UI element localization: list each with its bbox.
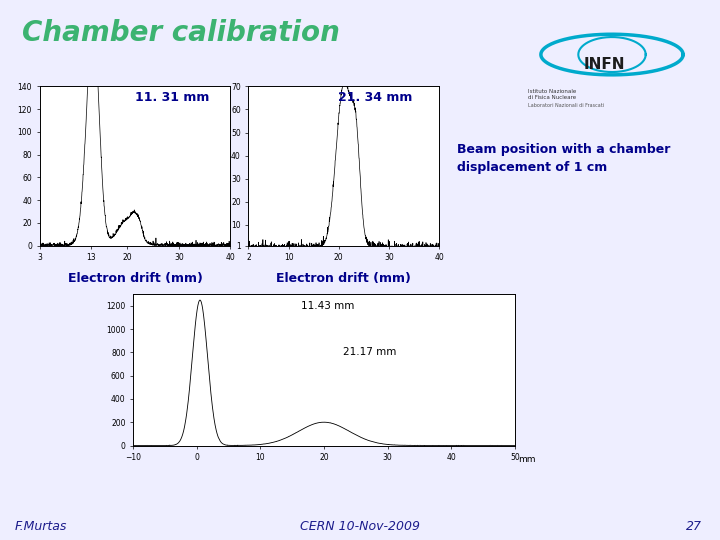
Text: Laboratori Nazionali di Frascati: Laboratori Nazionali di Frascati <box>528 103 604 108</box>
Text: Electron drift (mm): Electron drift (mm) <box>68 272 202 285</box>
Text: mm: mm <box>518 455 536 464</box>
Text: Electron drift (mm): Electron drift (mm) <box>276 272 411 285</box>
Text: INFN: INFN <box>584 57 626 72</box>
Text: Istituto Nazionale
di Fisica Nucleare: Istituto Nazionale di Fisica Nucleare <box>528 90 576 100</box>
Text: Chamber calibration: Chamber calibration <box>22 19 339 47</box>
Text: 27: 27 <box>686 520 702 534</box>
Text: 11. 31 mm: 11. 31 mm <box>135 91 210 104</box>
Text: F.Murtas: F.Murtas <box>14 520 67 534</box>
Text: 11.43 mm: 11.43 mm <box>301 301 354 312</box>
Text: 21. 34 mm: 21. 34 mm <box>338 91 413 104</box>
Text: CERN 10-Nov-2009: CERN 10-Nov-2009 <box>300 520 420 534</box>
Text: 21.17 mm: 21.17 mm <box>343 347 397 357</box>
Text: Beam position with a chamber
displacement of 1 cm: Beam position with a chamber displacemen… <box>457 143 670 174</box>
